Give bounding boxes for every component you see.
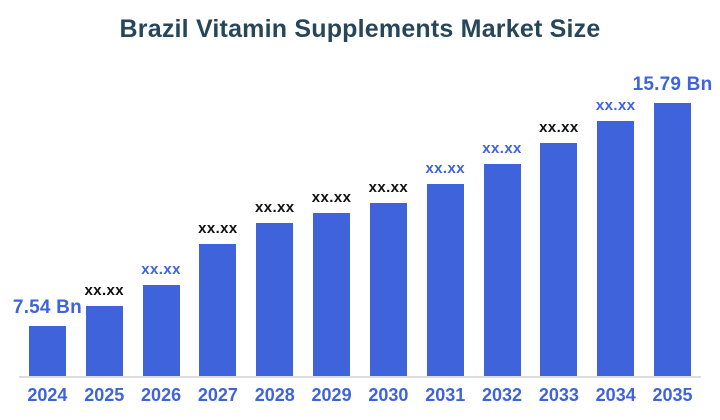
bar-value-label-2034: xx.xx [595,96,636,114]
bar-value-label-2027: xx.xx [198,219,238,237]
x-axis-label-2025: 2025 [84,385,125,405]
bar-2031 [426,184,464,376]
bar-column-2028: xx.xx [246,198,303,376]
x-axis-label-2024: 2024 [27,385,68,405]
bar-value-label-2030: xx.xx [368,178,409,196]
x-axis-label-2026: 2026 [141,385,182,405]
bar-2034 [597,121,635,376]
bar-value-label-2031: xx.xx [425,159,465,177]
bar-column-2034: xx.xx [587,96,644,376]
bar-column-2035: 15.79 Bn [633,74,712,376]
x-axis-label-2028: 2028 [254,385,295,405]
bar-column-2025: xx.xx [76,281,133,376]
bar-column-2031: xx.xx [417,159,474,376]
bar-2027 [199,244,237,376]
x-axis-label-2031: 2031 [425,385,466,405]
x-axis-label-2035: 2035 [652,385,693,405]
bar-column-2024: 7.54 Bn [13,297,82,376]
chart-title: Brazil Vitamin Supplements Market Size [119,15,601,43]
bar-2030 [369,203,407,376]
bar-column-2030: xx.xx [360,178,417,376]
x-axis-labels: 2024 2025 2026 2027 2028 2029 2030 2031 2032 2033… [19,385,701,406]
bar-2026 [142,285,180,376]
bar-value-label-2032: xx.xx [482,139,522,157]
x-axis-label-2034: 2034 [595,385,636,405]
x-axis-label-2027: 2027 [197,385,238,405]
bar-2028 [256,223,294,376]
x-axis-label-2032: 2032 [482,385,523,405]
x-axis-label-2033: 2033 [538,385,579,405]
bar-column-2033: xx.xx [530,118,587,376]
bar-column-2027: xx.xx [189,219,246,376]
bar-value-label-2029: xx.xx [311,188,352,206]
bar-column-2026: xx.xx [133,260,190,376]
bar-2024 [28,326,66,376]
x-axis-label-2029: 2029 [311,385,352,405]
bar-value-label-2026: xx.xx [141,260,181,278]
bar-column-2029: xx.xx [303,188,360,376]
bar-value-label-2035: 15.79 Bn [632,74,713,96]
plot-area: 7.54 Bn xx.xx xx.xx xx.xx xx.xx xx.xx xx.xx xx.… [13,55,712,378]
bar-value-label-2033: xx.xx [539,118,579,136]
x-axis-label-2030: 2030 [368,385,409,405]
bar-column-2032: xx.xx [474,139,531,376]
bar-2033 [540,143,578,376]
bar-2029 [313,213,351,376]
bar-value-label-2025: xx.xx [84,281,125,299]
bar-2032 [483,164,521,376]
bar-value-label-2028: xx.xx [254,198,295,216]
bar-value-label-2024: 7.54 Bn [12,297,82,319]
bar-2035 [654,103,692,376]
bar-2025 [85,306,123,376]
